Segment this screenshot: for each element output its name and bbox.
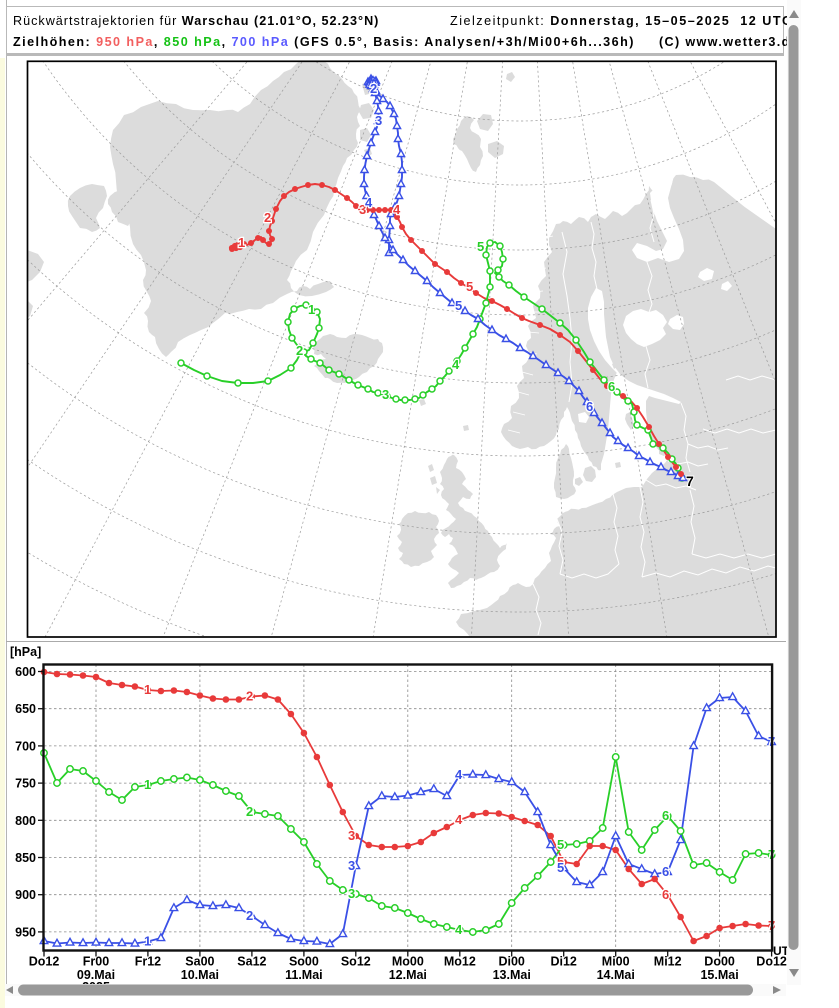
svg-text:3: 3 [359,202,366,217]
svg-text:2: 2 [246,804,253,819]
svg-text:6: 6 [662,887,669,902]
svg-text:Mo00: Mo00 [392,955,424,969]
svg-text:Di00: Di00 [498,955,524,969]
svg-text:5: 5 [466,279,473,294]
svg-text:5: 5 [455,298,462,313]
svg-text:5: 5 [557,854,564,869]
svg-text:Do00: Do00 [704,955,735,969]
svg-text:Fr12: Fr12 [135,955,161,969]
svg-text:5: 5 [477,239,484,254]
svg-text:[hPa]: [hPa] [10,645,41,659]
svg-text:Di12: Di12 [550,955,576,969]
svg-text:700: 700 [15,739,36,753]
svg-text:2: 2 [246,908,253,923]
svg-text:2: 2 [264,210,271,225]
svg-text:7: 7 [686,473,694,489]
svg-text:900: 900 [15,888,36,902]
svg-text:3: 3 [375,113,382,128]
svg-text:800: 800 [15,814,36,828]
svg-text:Do12: Do12 [29,955,60,969]
svg-text:950: 950 [15,925,36,939]
svg-text:4: 4 [455,812,463,827]
svg-text:5: 5 [557,837,564,852]
svg-text:1: 1 [308,302,315,317]
svg-text:Fr00: Fr00 [83,955,109,969]
svg-text:6: 6 [608,379,615,394]
svg-text:2: 2 [246,689,253,704]
svg-text:Do12: Do12 [756,955,787,969]
svg-text:2: 2 [370,81,377,96]
svg-text:3: 3 [348,886,355,901]
svg-text:650: 650 [15,702,36,716]
svg-text:4: 4 [455,922,463,937]
svg-text:6: 6 [586,399,593,414]
svg-text:600: 600 [15,665,36,679]
svg-text:14.Mai: 14.Mai [597,968,635,982]
svg-text:15.Mai: 15.Mai [700,968,738,982]
svg-text:4: 4 [452,357,460,372]
svg-text:Sa12: Sa12 [237,955,266,969]
svg-text:4: 4 [455,767,463,782]
svg-text:4: 4 [365,195,373,210]
svg-text:13.Mai: 13.Mai [493,968,531,982]
svg-text:Mo12: Mo12 [444,955,476,969]
svg-text:5: 5 [557,860,564,875]
svg-text:1: 1 [144,777,151,792]
svg-text:3: 3 [382,387,389,402]
svg-text:3: 3 [348,828,355,843]
svg-text:09.Mai: 09.Mai [77,968,115,982]
svg-text:2: 2 [296,343,303,358]
svg-text:750: 750 [15,777,36,791]
svg-text:11.Mai: 11.Mai [285,968,323,982]
svg-text:6: 6 [662,808,669,823]
svg-text:10.Mai: 10.Mai [181,968,219,982]
svg-text:So00: So00 [289,955,319,969]
svg-text:1: 1 [144,682,151,697]
svg-text:850: 850 [15,851,36,865]
svg-text:3: 3 [348,858,355,873]
svg-text:Mi00: Mi00 [602,955,630,969]
svg-text:So12: So12 [341,955,371,969]
svg-text:Sa00: Sa00 [185,955,214,969]
svg-text:12.Mai: 12.Mai [389,968,427,982]
svg-text:1: 1 [144,934,151,949]
svg-text:Mi12: Mi12 [654,955,682,969]
svg-text:4: 4 [393,202,401,217]
svg-text:1: 1 [238,235,245,250]
svg-text:6: 6 [662,864,669,879]
